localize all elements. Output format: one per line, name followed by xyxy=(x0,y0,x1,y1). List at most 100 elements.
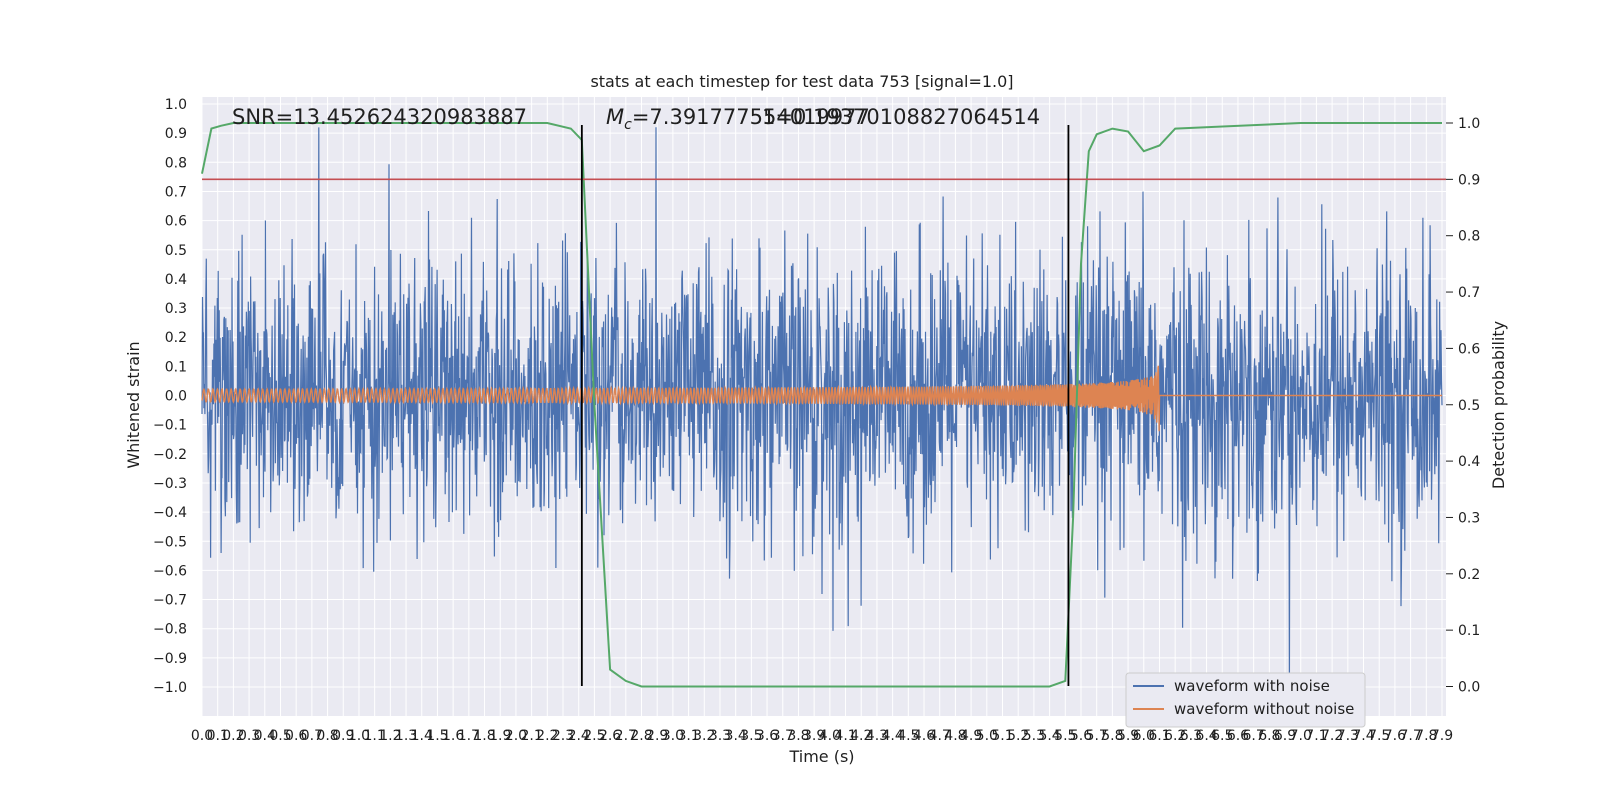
x-tick-label: 7.7 xyxy=(1399,728,1421,744)
y-tick-label-left: 0.4 xyxy=(165,272,187,288)
x-tick-label: 6.1 xyxy=(1148,728,1170,744)
y-tick-label-left: −0.7 xyxy=(153,593,187,609)
x-tick-label: 5.9 xyxy=(1117,728,1139,744)
detection-probability-line xyxy=(201,122,1442,688)
y-tick-label-right: 0.1 xyxy=(1458,623,1480,639)
legend-label-clean: waveform without noise xyxy=(1174,700,1354,718)
x-tick-label: 3.0 xyxy=(662,728,684,744)
y-axis-label-left: Whitened strain xyxy=(124,341,143,468)
x-tick-label: 2.2 xyxy=(536,728,558,744)
y-tick-label-left: −0.9 xyxy=(153,651,187,667)
x-tick-label: 5.6 xyxy=(1070,728,1092,744)
x-tick-label: 0.4 xyxy=(254,728,276,744)
x-tick-label: 1.0 xyxy=(348,728,370,744)
x-tick-label: 0.1 xyxy=(207,728,229,744)
x-tick-label: 4.7 xyxy=(929,728,951,744)
y-tick-label-right: 0.7 xyxy=(1458,285,1480,301)
y-tick-label-right: 0.4 xyxy=(1458,454,1480,470)
x-tick-label: 6.7 xyxy=(1243,728,1265,744)
legend: waveform with noise waveform without noi… xyxy=(1125,672,1366,728)
x-tick-label: 2.8 xyxy=(630,728,652,744)
x-tick-label: 2.9 xyxy=(646,728,668,744)
x-tick-label: 1.7 xyxy=(458,728,480,744)
waveform-with-noise-line xyxy=(201,127,1443,688)
x-tick-label: 1.5 xyxy=(426,728,448,744)
x-tick-label: 1.3 xyxy=(395,728,417,744)
x-tick-label: 1.1 xyxy=(364,728,386,744)
x-tick-label: 3.3 xyxy=(709,728,731,744)
chirp-mass-subscript: c xyxy=(624,117,632,133)
x-tick-label: 7.4 xyxy=(1352,728,1374,744)
y-tick-label-right: 0.5 xyxy=(1458,398,1480,414)
x-tick-label: 5.7 xyxy=(1086,728,1108,744)
y-axis-label-right: Detection probability xyxy=(1489,321,1508,489)
x-tick-label: 4.2 xyxy=(850,728,872,744)
x-tick-label: 1.9 xyxy=(489,728,511,744)
x-tick-label: 1.4 xyxy=(411,728,433,744)
chirp-mass-symbol: M xyxy=(606,105,624,129)
y-tick-label-right: 0.8 xyxy=(1458,229,1480,245)
y-tick-label-left: −1.0 xyxy=(153,680,187,696)
y-tick-label-left: 0.9 xyxy=(165,126,187,142)
x-tick-label: 6.8 xyxy=(1258,728,1280,744)
x-tick-label: 2.1 xyxy=(520,728,542,744)
x-tick-label: 6.5 xyxy=(1211,728,1233,744)
x-tick-label: 6.6 xyxy=(1227,728,1249,744)
x-tick-label: 5.8 xyxy=(1101,728,1123,744)
x-tick-label: 0.3 xyxy=(238,728,260,744)
x-tick-label: 2.0 xyxy=(505,728,527,744)
x-tick-label: 6.3 xyxy=(1180,728,1202,744)
y-tick-label-left: 0.2 xyxy=(165,330,187,346)
x-tick-label: 3.6 xyxy=(756,728,778,744)
y-tick-label-left: 0.6 xyxy=(165,214,187,230)
x-tick-label: 2.5 xyxy=(583,728,605,744)
waveform-without-noise-line xyxy=(201,365,1442,432)
x-tick-label: 7.3 xyxy=(1337,728,1359,744)
y-tick-label-right: 0.3 xyxy=(1458,510,1480,526)
x-tick-label: 3.5 xyxy=(740,728,762,744)
y-tick-label-right: 1.0 xyxy=(1458,116,1480,132)
y-tick-label-left: −0.8 xyxy=(153,622,187,638)
x-tick-label: 3.8 xyxy=(787,728,809,744)
y-tick-label-left: −0.1 xyxy=(153,418,187,434)
waveform-without-noise-series xyxy=(201,365,1442,432)
x-tick-label: 4.5 xyxy=(897,728,919,744)
y-tick-label-left: 0.7 xyxy=(165,184,187,200)
y-tick-label-left: −0.2 xyxy=(153,447,187,463)
x-tick-label: 6.4 xyxy=(1195,728,1217,744)
y-tick-label-right: 0.6 xyxy=(1458,341,1480,357)
x-tick-label: 5.4 xyxy=(1038,728,1060,744)
x-tick-label: 1.8 xyxy=(473,728,495,744)
x-tick-label: 7.0 xyxy=(1290,728,1312,744)
x-tick-label: 7.8 xyxy=(1415,728,1437,744)
x-axis-label: Time (s) xyxy=(788,747,854,766)
x-tick-label: 7.1 xyxy=(1305,728,1327,744)
y-tick-label-left: −0.6 xyxy=(153,563,187,579)
y-tick-label-left: 0.1 xyxy=(165,359,187,375)
y-tick-label-left: 0.3 xyxy=(165,301,187,317)
y-tick-label-right: 0.2 xyxy=(1458,567,1480,583)
x-tick-label: 7.5 xyxy=(1368,728,1390,744)
x-tick-label: 4.3 xyxy=(866,728,888,744)
x-tick-label: 4.1 xyxy=(834,728,856,744)
x-tick-label: 4.8 xyxy=(944,728,966,744)
x-tick-label: 3.7 xyxy=(772,728,794,744)
chart-title: stats at each timestep for test data 753… xyxy=(590,72,1013,91)
x-tick-label: 3.2 xyxy=(693,728,715,744)
y-tick-label-right: 0.0 xyxy=(1458,680,1480,696)
x-tick-label: 4.9 xyxy=(960,728,982,744)
x-tick-label: 5.0 xyxy=(976,728,998,744)
x-tick-label: 5.5 xyxy=(1054,728,1076,744)
x-tick-label: 2.7 xyxy=(615,728,637,744)
overlap-annotation: 1=0.19370108827064514 xyxy=(762,105,1040,129)
legend-box xyxy=(1125,672,1366,728)
x-tick-label: 0.2 xyxy=(222,728,244,744)
x-tick-label: 3.1 xyxy=(677,728,699,744)
x-tick-label: 7.6 xyxy=(1384,728,1406,744)
y-tick-label-left: 0.8 xyxy=(165,155,187,171)
detection-probability-series xyxy=(201,122,1442,688)
x-tick-label: 2.6 xyxy=(599,728,621,744)
y-tick-label-left: 0.5 xyxy=(165,243,187,259)
